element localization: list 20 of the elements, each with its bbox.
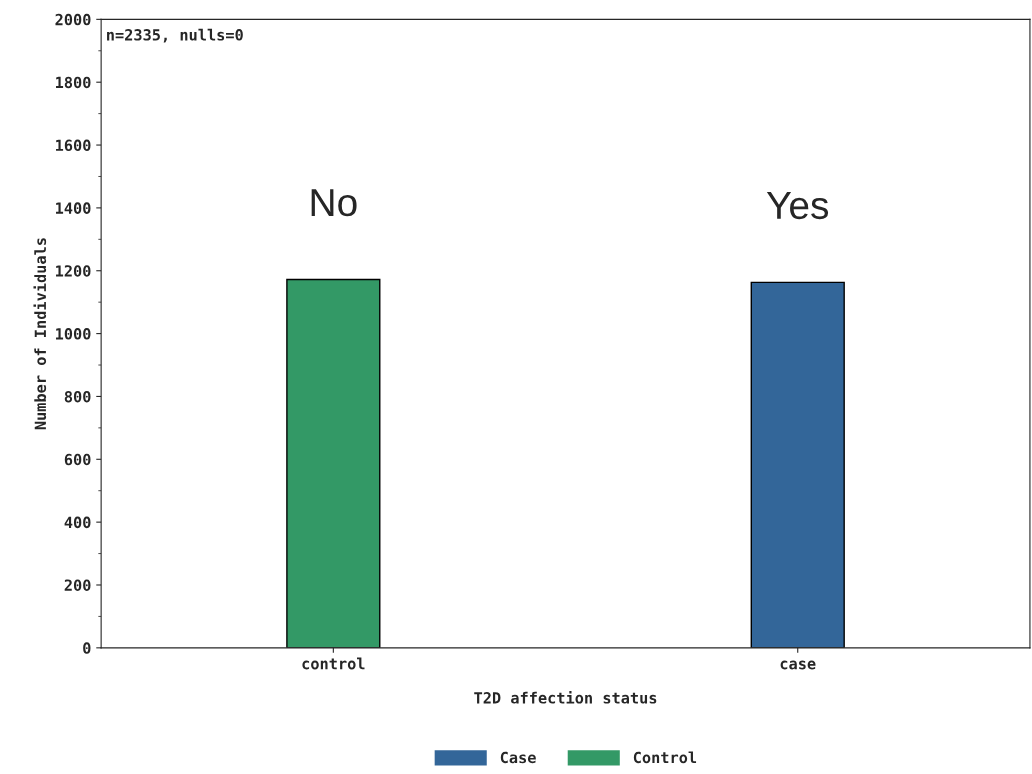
- y-tick-label: 1600: [56, 139, 91, 152]
- annotation: n=2335, nulls=0: [107, 28, 243, 43]
- y-tick-label: 400: [64, 516, 91, 529]
- annotation: Yes: [766, 191, 829, 220]
- y-axis-title: Number of Individuals: [33, 238, 47, 430]
- y-tick-label: 800: [64, 390, 91, 403]
- x-tick-label: control: [302, 657, 365, 670]
- y-tick-label: 1200: [56, 265, 91, 277]
- y-tick-label: 200: [64, 579, 91, 592]
- y-tick-label: 1400: [56, 202, 91, 214]
- annotation: No: [311, 189, 357, 217]
- y-tick-label: 600: [64, 453, 91, 466]
- legend-label: Case: [500, 751, 536, 764]
- y-tick-label: 1800: [56, 76, 91, 89]
- y-tick-label: 2000: [55, 13, 91, 26]
- y-tick-label: 0: [83, 642, 91, 654]
- x-axis-title: T2D affection status: [474, 690, 657, 704]
- y-tick-label: 1000: [56, 328, 91, 340]
- legend-label: Control: [633, 751, 697, 764]
- x-tick-label: case: [780, 660, 816, 670]
